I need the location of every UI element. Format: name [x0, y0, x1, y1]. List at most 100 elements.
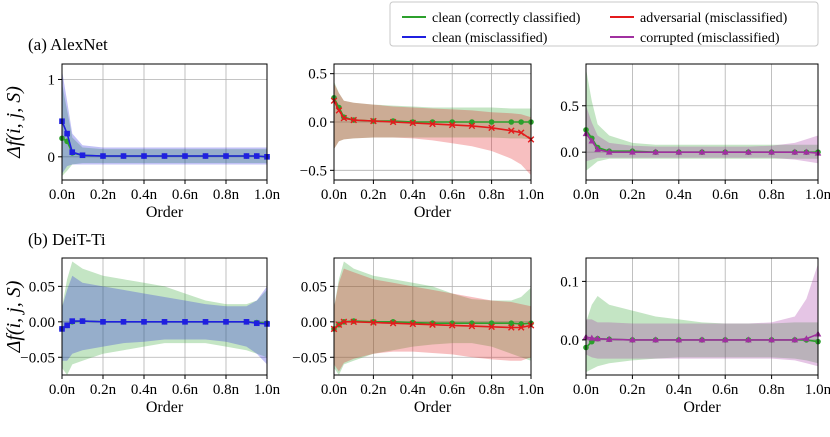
data-point — [79, 318, 86, 324]
data-point — [448, 121, 456, 129]
data-point — [721, 336, 729, 343]
data-point — [721, 148, 729, 155]
x-tick-label: 0.0n — [573, 382, 600, 398]
panel-1-1-frame: 0.0n 0.2n 0.4n 0.6n 0.8n 1.0n 0 1 Order Δf(i, j, … — [3, 63, 281, 221]
data-point — [508, 324, 515, 331]
series-line — [333, 100, 532, 141]
data-point — [340, 318, 348, 326]
panel-1-1-bands — [62, 70, 267, 177]
data-point — [508, 119, 515, 125]
y-axis-label: Δf(i, j, S) — [3, 280, 25, 353]
panel-2-2-series — [330, 318, 535, 333]
y-axis-label: Δf(i, j, S) — [3, 86, 25, 159]
data-point — [253, 320, 260, 327]
data-point — [389, 319, 397, 327]
data-point — [468, 122, 476, 130]
x-tick-label: 0.6n — [439, 187, 466, 203]
y-tick-label: 1 — [48, 72, 56, 88]
data-point — [243, 153, 250, 159]
data-point — [488, 323, 495, 331]
data-point — [335, 107, 343, 114]
x-tick-label: 0.0n — [321, 382, 348, 398]
data-point — [629, 148, 636, 155]
data-point — [69, 149, 76, 155]
confidence-band — [334, 268, 531, 372]
y-tick-label: 0.0 — [560, 333, 579, 349]
data-point — [223, 319, 229, 325]
x-tick-label: 0.6n — [712, 382, 739, 398]
confidence-band — [62, 261, 267, 375]
data-point — [588, 334, 596, 341]
panel-1-3-frame: 0.0n 0.2n 0.4n 0.6n 0.8n 1.0n 0.0 0.5 — [560, 63, 830, 203]
section-label-deit: (b) DeiT-Ti — [28, 230, 106, 249]
x-tick-label: 0.4n — [666, 187, 693, 203]
y-tick-label: 0.1 — [560, 274, 579, 290]
plot-frame — [333, 257, 532, 376]
x-tick-label: 0.2n — [619, 187, 646, 203]
data-point — [745, 148, 752, 155]
y-tick-label: 0.00 — [29, 315, 55, 331]
x-tick-label: 0.4n — [666, 382, 693, 398]
panel-1-2-series — [330, 95, 535, 143]
x-tick-label: 1.0n — [805, 187, 830, 203]
data-point — [182, 319, 188, 325]
y-tick-label: 0.5 — [560, 99, 579, 115]
data-point — [223, 153, 229, 159]
x-axis-label: Order — [414, 204, 452, 221]
panel-1-1-series — [59, 118, 270, 160]
data-point — [594, 145, 601, 152]
confidence-band — [334, 81, 531, 150]
data-point — [588, 137, 596, 144]
data-point — [675, 148, 683, 155]
x-tick-label: 0.6n — [712, 187, 739, 203]
confidence-band — [586, 105, 818, 164]
data-point — [120, 153, 127, 159]
x-tick-label: 1.0n — [254, 382, 281, 398]
panel-2-3-bands — [586, 263, 818, 373]
legend-label: corrupted (misclassified) — [640, 31, 780, 46]
data-point — [350, 318, 357, 326]
y-tick-label: −0.05 — [20, 350, 55, 366]
x-tick-label: 1.0n — [518, 382, 545, 398]
data-point — [652, 148, 659, 155]
x-tick-label: 0.4n — [400, 187, 427, 203]
x-tick-label: 0.8n — [213, 187, 240, 203]
data-point — [469, 119, 475, 125]
data-point — [202, 319, 209, 325]
data-point — [488, 124, 495, 132]
y-tick-label: −0.05 — [292, 350, 327, 366]
data-point — [335, 321, 343, 328]
data-point — [791, 148, 799, 155]
plot-frame — [585, 257, 819, 376]
confidence-band — [62, 70, 267, 174]
panel-1-3 — [585, 64, 819, 180]
data-point — [370, 319, 377, 326]
data-point — [69, 318, 76, 324]
data-point — [698, 336, 706, 343]
x-tick-label: 0.8n — [478, 382, 505, 398]
y-tick-label: 0.00 — [301, 315, 327, 331]
x-tick-label: 1.0n — [518, 187, 545, 203]
data-point — [768, 336, 775, 343]
x-tick-label: 0.6n — [172, 187, 199, 203]
data-point — [161, 153, 168, 159]
x-axis-label: Order — [146, 399, 184, 416]
x-axis-label: Order — [414, 399, 452, 416]
data-point — [370, 117, 377, 125]
panel-1-3-series — [582, 127, 822, 156]
data-point — [100, 319, 106, 325]
data-point — [629, 336, 636, 343]
data-point — [791, 336, 799, 343]
data-point — [64, 322, 70, 329]
data-point — [409, 119, 417, 127]
data-point — [448, 322, 456, 329]
x-tick-label: 0.4n — [131, 187, 158, 203]
y-tick-label: −0.5 — [300, 163, 327, 179]
confidence-band — [334, 261, 531, 375]
data-point — [429, 120, 436, 128]
panel-2-1-bands — [62, 261, 267, 375]
x-tick-label: 0.2n — [90, 187, 117, 203]
legend: clean (correctly classified) adversarial … — [389, 1, 819, 47]
data-point — [698, 148, 706, 155]
x-tick-label: 1.0n — [805, 382, 830, 398]
